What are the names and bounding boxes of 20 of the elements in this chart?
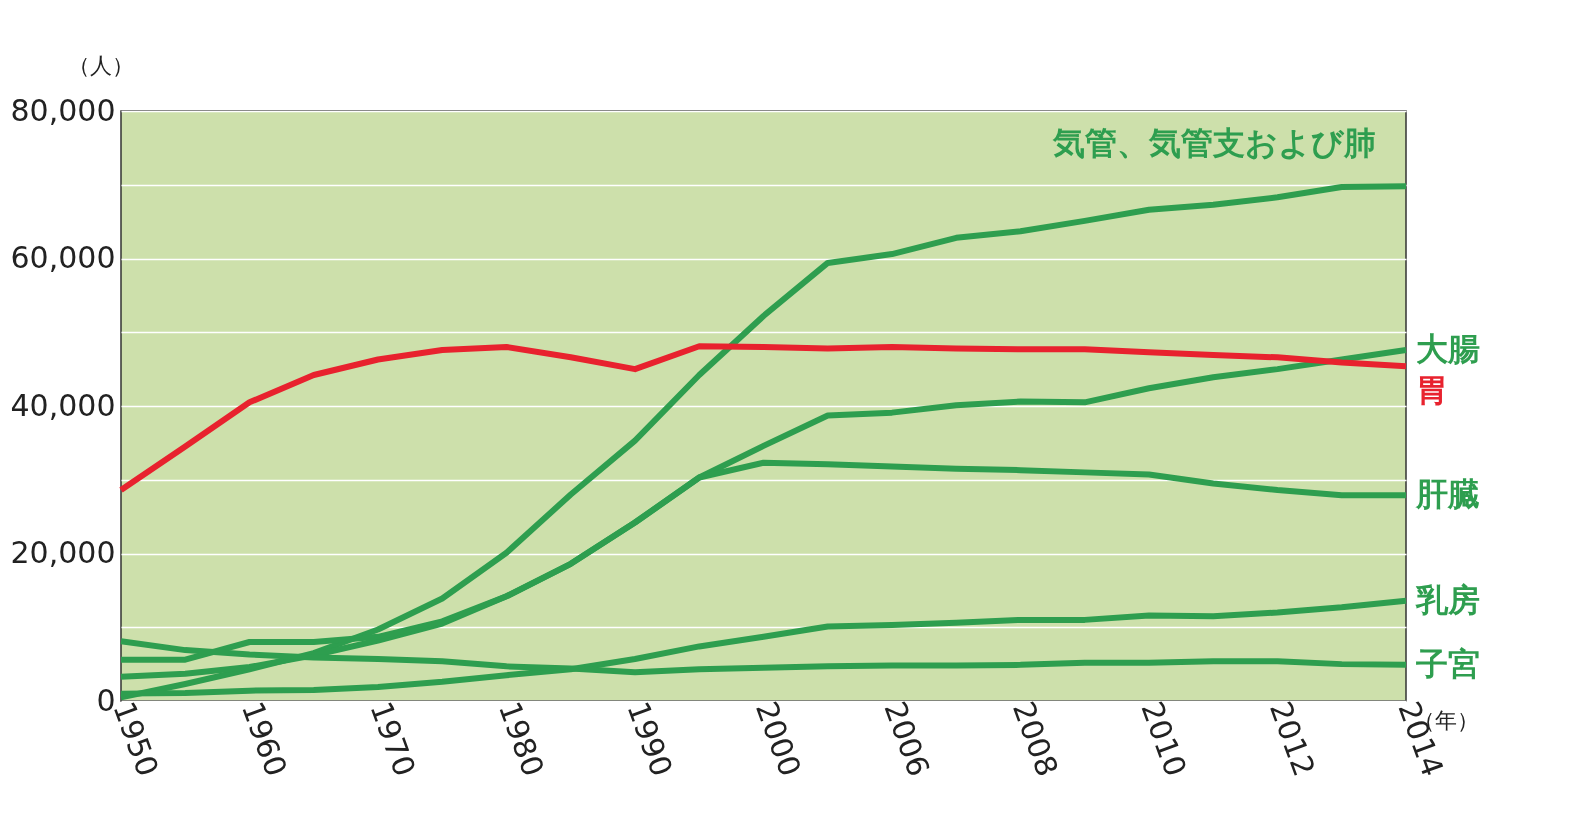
x-tick-label: 2012 (1262, 697, 1322, 781)
y-tick-label: 40,000 (10, 387, 116, 423)
y-tick-label: 60,000 (10, 240, 116, 275)
x-tick-label: 2000 (748, 697, 808, 781)
y-tick-label: 80,000 (10, 92, 116, 128)
series-label: 子宮 (1415, 644, 1480, 683)
series-label: 胃 (1416, 371, 1448, 410)
x-tick-label: 1990 (620, 697, 680, 781)
y-tick-label: 20,000 (10, 535, 116, 570)
x-tick-label: 2010 (1134, 697, 1194, 781)
x-tick-label: 1960 (234, 697, 294, 781)
series-label: 気管、気管支および肺 (1052, 124, 1376, 163)
x-tick-label: 2008 (1005, 697, 1065, 781)
x-tick-label: 2006 (877, 697, 937, 781)
x-tick-label: 1970 (363, 697, 423, 781)
x-tick-label: 1980 (491, 697, 551, 781)
y-axis-title: （人） (68, 53, 134, 78)
series-label: 乳房 (1415, 580, 1480, 619)
series-label: 大腸 (1416, 329, 1480, 368)
series-label: 肝臓 (1415, 475, 1480, 514)
